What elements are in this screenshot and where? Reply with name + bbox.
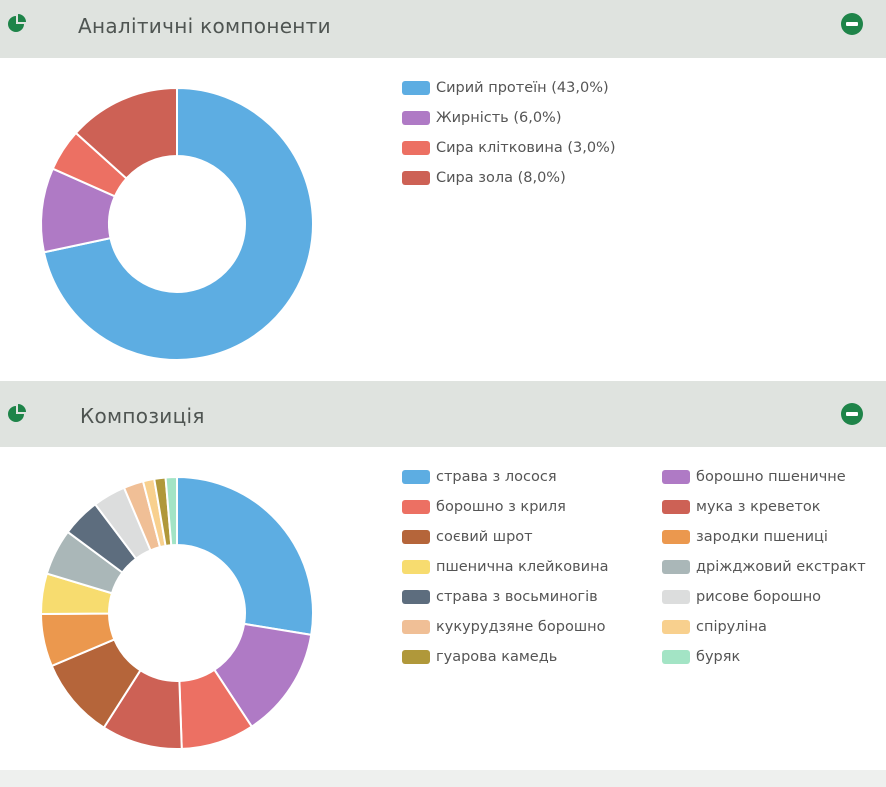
legend-item[interactable]: спіруліна xyxy=(662,617,767,637)
legend-item[interactable]: зародки пшениці xyxy=(662,527,828,547)
legend-label: Сира зола (8,0%) xyxy=(436,170,566,186)
legend-swatch xyxy=(402,620,430,634)
pie-slice-13[interactable] xyxy=(164,475,178,547)
legend-item[interactable]: буряк xyxy=(662,647,740,667)
legend-label: Сира клітковина (3,0%) xyxy=(436,140,616,156)
legend-swatch xyxy=(402,171,430,185)
legend-label: кукурудзяне борошно xyxy=(436,619,606,635)
legend-item[interactable]: кукурудзяне борошно xyxy=(402,617,605,637)
legend-label: борошно з криля xyxy=(436,499,566,515)
legend-item[interactable]: соєвий шрот xyxy=(402,527,533,547)
legend-label: дріжджовий екстракт xyxy=(696,559,866,575)
legend-label: пшенична клейковина xyxy=(436,559,609,575)
minus-circle-icon[interactable] xyxy=(841,13,863,35)
legend-item[interactable]: рисове борошно xyxy=(662,587,821,607)
legend-swatch xyxy=(402,81,430,95)
donut-chart-composition xyxy=(39,475,314,750)
legend-label: рисове борошно xyxy=(696,589,822,605)
legend-label: Сирий протеїн (43,0%) xyxy=(436,80,609,96)
pie-slice-0[interactable] xyxy=(42,86,314,361)
legend-swatch xyxy=(402,500,430,514)
panel-header-composition: Композиція xyxy=(0,381,886,447)
legend-label: спіруліна xyxy=(696,619,767,635)
legend-item[interactable]: Сирий протеїн (43,0%) xyxy=(402,78,609,98)
legend-item[interactable]: гуарова камедь xyxy=(402,647,557,667)
legend-item[interactable]: Сира клітковина (3,0%) xyxy=(402,138,615,158)
legend-swatch xyxy=(402,111,430,125)
panel-title: Аналітичні компоненти xyxy=(78,14,331,38)
legend-swatch xyxy=(402,530,430,544)
legend-item[interactable]: пшенична клейковина xyxy=(402,557,608,577)
legend-item[interactable]: страва з лосося xyxy=(402,467,557,487)
next-panel-edge xyxy=(0,770,886,787)
legend-label: мука з креветок xyxy=(696,499,821,515)
legend-swatch xyxy=(662,530,690,544)
panel-header-analytical: Аналітичні компоненти xyxy=(0,0,886,58)
legend-item[interactable]: дріжджовий екстракт xyxy=(662,557,866,577)
legend-swatch xyxy=(662,470,690,484)
pie-chart-icon xyxy=(6,13,28,35)
legend-label: зародки пшениці xyxy=(696,529,828,545)
legend-item[interactable]: борошно пшеничне xyxy=(662,467,846,487)
pie-slice-0[interactable] xyxy=(176,475,314,636)
legend-swatch xyxy=(662,560,690,574)
legend-swatch xyxy=(402,590,430,604)
minus-circle-icon[interactable] xyxy=(841,403,863,425)
legend-label: страва з лосося xyxy=(436,469,557,485)
legend-swatch xyxy=(402,470,430,484)
legend-label: буряк xyxy=(696,649,741,665)
legend-swatch xyxy=(402,560,430,574)
pie-chart-icon xyxy=(6,403,28,425)
pie-slice-3[interactable] xyxy=(74,86,178,180)
legend-swatch xyxy=(662,590,690,604)
legend-item[interactable]: страва з восьминогів xyxy=(402,587,598,607)
donut-chart-analytical xyxy=(40,86,314,361)
legend-label: гуарова камедь xyxy=(436,649,558,665)
legend-swatch xyxy=(402,141,430,155)
legend-item[interactable]: мука з креветок xyxy=(662,497,821,517)
legend-label: Жирність (6,0%) xyxy=(436,110,562,126)
panel-title: Композиція xyxy=(80,404,205,428)
legend-item[interactable]: Жирність (6,0%) xyxy=(402,108,561,128)
legend-label: соєвий шрот xyxy=(436,529,533,545)
legend-swatch xyxy=(662,650,690,664)
legend-item[interactable]: Сира зола (8,0%) xyxy=(402,168,566,188)
legend-item[interactable]: борошно з криля xyxy=(402,497,566,517)
legend-swatch xyxy=(662,620,690,634)
legend-label: страва з восьминогів xyxy=(436,589,598,605)
legend-swatch xyxy=(662,500,690,514)
legend-swatch xyxy=(402,650,430,664)
legend-label: борошно пшеничне xyxy=(696,469,846,485)
